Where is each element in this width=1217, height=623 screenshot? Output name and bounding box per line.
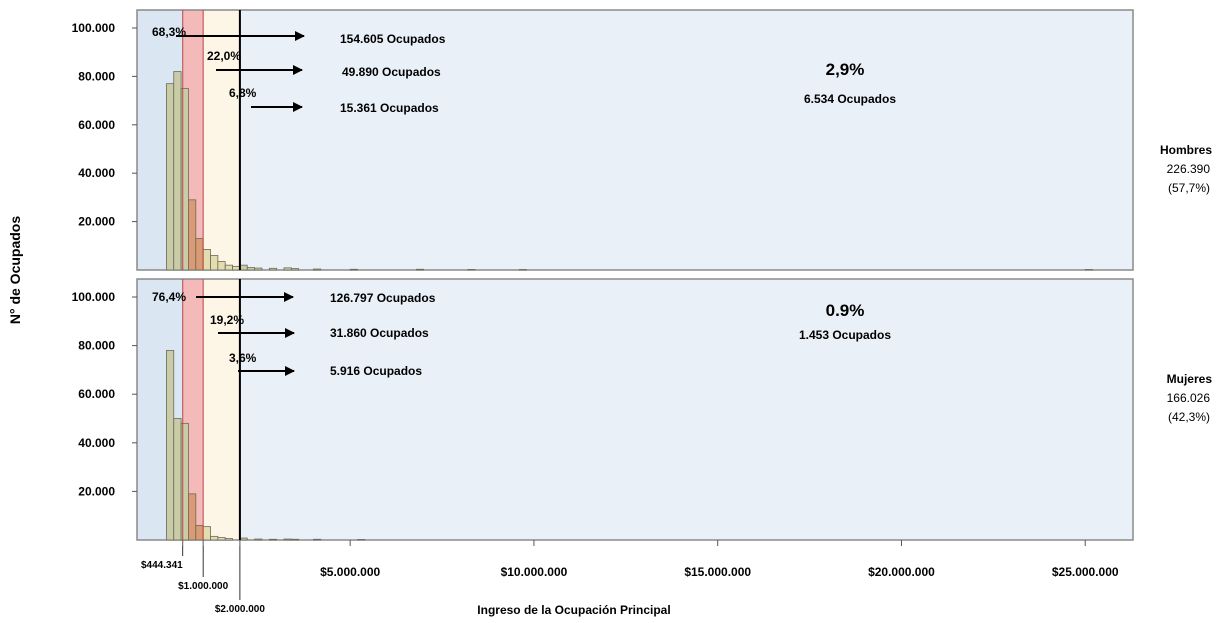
annotation-occupied: 1.453 Ocupados bbox=[799, 328, 891, 342]
annotation-percent: 19,2% bbox=[210, 313, 244, 327]
histogram-bar bbox=[254, 267, 263, 271]
histogram-bar bbox=[268, 267, 278, 271]
band-2 bbox=[203, 279, 240, 540]
histogram-bar bbox=[210, 535, 219, 541]
y-tick-label: 80.000 bbox=[78, 339, 115, 353]
mujeres-group-label: Mujeres bbox=[1167, 372, 1213, 386]
histogram-bar bbox=[173, 71, 182, 271]
mujeres-total: 166.026 bbox=[1167, 391, 1211, 405]
panel-frame bbox=[136, 278, 1134, 541]
annotation-occupied: 126.797 Ocupados bbox=[330, 291, 436, 305]
x-tick-label: $10.000.000 bbox=[501, 565, 568, 579]
y-tick-label: 40.000 bbox=[78, 166, 115, 180]
x-tick-label: $15.000.000 bbox=[684, 565, 751, 579]
annotation-mujeres-1: 19,2% 31.860 Ocupados bbox=[210, 313, 429, 340]
annotation-occupied: 6.534 Ocupados bbox=[804, 92, 896, 106]
y-tick-label: 80.000 bbox=[78, 69, 115, 83]
histogram-bar bbox=[313, 538, 322, 541]
annotation-percent: 76,4% bbox=[152, 290, 186, 304]
annotation-percent: 3,6% bbox=[229, 351, 257, 365]
mujeres-side-label: Mujeres 166.026 (42,3%) bbox=[1167, 372, 1213, 424]
histogram-bar bbox=[239, 537, 248, 541]
annotation-occupied: 31.860 Ocupados bbox=[330, 326, 429, 340]
annotation-hombres-0: 68,3% 154.605 Ocupados bbox=[152, 25, 446, 46]
histogram-bar bbox=[283, 267, 292, 271]
histogram-bar bbox=[232, 265, 241, 271]
histogram-bar bbox=[239, 264, 248, 271]
histogram-bar bbox=[246, 267, 256, 271]
histogram-bar bbox=[349, 268, 358, 271]
panel-mujeres: 100.000 80.000 60.000 40.000 20.000 76,4% 126.… bbox=[72, 278, 1134, 541]
y-tick-label: 40.000 bbox=[78, 436, 115, 450]
annotation-hombres-3: 2,9% 6.534 Ocupados bbox=[804, 60, 896, 106]
annotation-occupied: 154.605 Ocupados bbox=[340, 32, 446, 46]
histogram-bar bbox=[254, 538, 263, 541]
histogram-bar bbox=[217, 537, 226, 541]
y-tick-label: 100.000 bbox=[72, 21, 116, 35]
annotation-percent: 6,8% bbox=[229, 86, 257, 100]
x-tick-label: $20.000.000 bbox=[868, 565, 935, 579]
band-3 bbox=[239, 10, 1134, 270]
x-tick-label: $1.000.000 bbox=[178, 581, 228, 592]
y-tick-label: 20.000 bbox=[78, 484, 115, 498]
y-tick-label: 20.000 bbox=[78, 215, 115, 229]
panel-hombres: 100.000 80.000 60.000 40.000 20.000 68,3% 154.… bbox=[72, 9, 1134, 271]
annotation-percent: 22,0% bbox=[207, 49, 241, 63]
x-tick-label: $2.000.000 bbox=[215, 604, 265, 615]
histogram-bar bbox=[188, 199, 197, 271]
y-tick-label: 60.000 bbox=[78, 118, 115, 132]
histogram-bar bbox=[195, 525, 204, 541]
histogram-bar bbox=[180, 88, 189, 271]
annotation-mujeres-0: 76,4% 126.797 Ocupados bbox=[152, 290, 436, 305]
histogram-bar bbox=[202, 249, 211, 271]
annotation-occupied: 5.916 Ocupados bbox=[330, 364, 422, 378]
histogram-bar bbox=[217, 261, 226, 271]
band-3 bbox=[239, 279, 1134, 540]
annotation-hombres-1: 22,0% 49.890 Ocupados bbox=[207, 49, 441, 79]
histogram-bar bbox=[283, 538, 292, 541]
hombres-group-label: Hombres bbox=[1160, 143, 1212, 157]
annotation-mujeres-3: 0.9% 1.453 Ocupados bbox=[799, 301, 891, 342]
annotation-hombres-2: 6,8% 15.361 Ocupados bbox=[229, 86, 439, 115]
annotation-percent: 2,9% bbox=[826, 60, 865, 79]
y-axis-title: N° de Ocupados bbox=[7, 216, 23, 324]
band-2 bbox=[203, 10, 240, 270]
y-tick-label: 100.000 bbox=[72, 290, 116, 304]
hombres-side-label: Hombres 226.390 (57,7%) bbox=[1160, 143, 1212, 195]
histogram-bar bbox=[313, 268, 322, 271]
histogram-bar bbox=[188, 493, 197, 541]
histogram-bar bbox=[268, 538, 278, 541]
histogram-bar bbox=[166, 83, 175, 271]
histogram-bar bbox=[290, 268, 300, 271]
x-tick-label: $444.341 bbox=[141, 560, 183, 571]
hombres-share: (57,7%) bbox=[1168, 181, 1210, 195]
x-axis-title: Ingreso de la Ocupación Principal bbox=[477, 603, 670, 617]
x-tick-label: $5.000.000 bbox=[320, 565, 380, 579]
histogram-bar bbox=[210, 255, 219, 271]
annotation-occupied: 49.890 Ocupados bbox=[342, 65, 441, 79]
hombres-total: 226.390 bbox=[1167, 162, 1211, 176]
panel-frame bbox=[136, 9, 1134, 271]
histogram-bar bbox=[195, 238, 204, 271]
histogram-bar bbox=[166, 350, 175, 541]
histogram-bar bbox=[224, 264, 233, 271]
histogram-bar bbox=[290, 538, 300, 541]
histogram-bar bbox=[180, 422, 189, 541]
annotation-occupied: 15.361 Ocupados bbox=[340, 101, 439, 115]
histogram-bar bbox=[173, 418, 182, 541]
annotation-mujeres-2: 3,6% 5.916 Ocupados bbox=[229, 351, 422, 378]
x-tick-label: $25.000.000 bbox=[1052, 565, 1119, 579]
y-tick-label: 60.000 bbox=[78, 387, 115, 401]
histogram-bar bbox=[202, 526, 211, 541]
histogram-bar bbox=[415, 268, 425, 271]
histogram-bar bbox=[224, 538, 233, 541]
annotation-percent: 0.9% bbox=[826, 301, 865, 320]
mujeres-share: (42,3%) bbox=[1168, 410, 1210, 424]
